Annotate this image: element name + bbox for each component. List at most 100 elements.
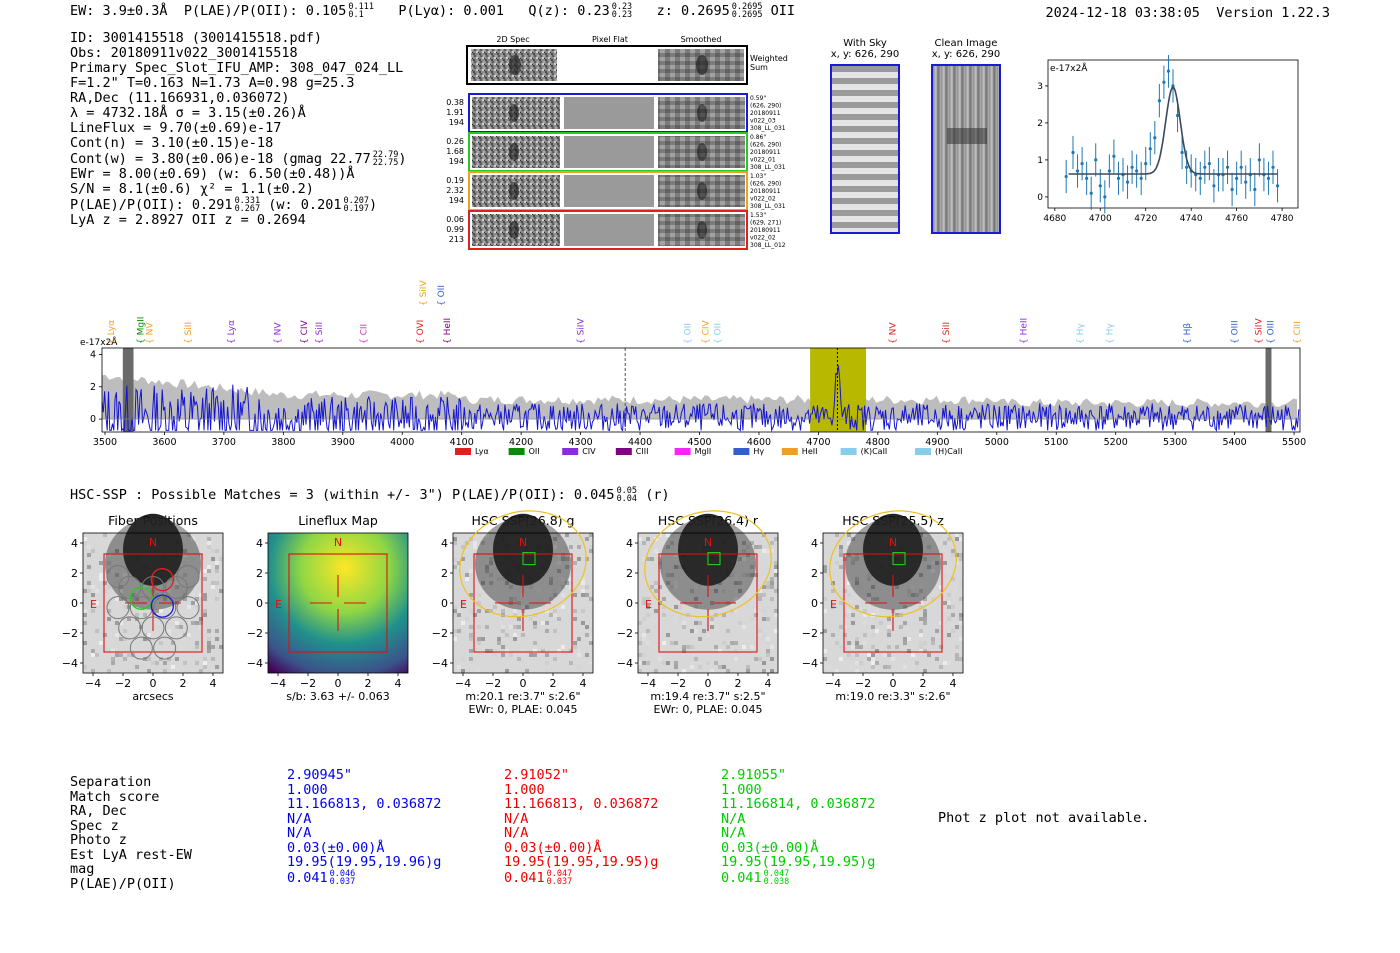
cutout-pixel [207, 537, 211, 541]
spec2d-row-feature [509, 104, 519, 122]
fiber-circle [153, 636, 177, 660]
spec2d-row-feature [509, 143, 519, 161]
spec2d-row-left-label: 194 [449, 157, 464, 166]
cutout-pixel [959, 621, 963, 625]
cutout-pixel [726, 629, 730, 633]
cutout-pixel [493, 569, 497, 573]
info-fline: F=1.2" T=0.163 N=1.73 A=0.98 g=25.3 [70, 75, 355, 91]
cutout-pixel [533, 653, 537, 657]
catalog-ellipse [459, 510, 587, 618]
cutout-pixel [674, 605, 678, 609]
cutout-pixel [533, 641, 537, 645]
fit-plot-frame [1047, 59, 1299, 209]
cutout-pixel [207, 637, 211, 641]
cutout-pixel [219, 629, 223, 633]
cutout-pixel [453, 629, 457, 633]
cutout-pixel [674, 545, 678, 549]
cutout-pixel [943, 541, 947, 545]
cutout-x-tick-label: −4 [825, 677, 841, 690]
spectrum-line-marker: { CIV [300, 319, 310, 344]
match-label: Separation [70, 774, 152, 790]
spectrum-legend-label: HeII [802, 447, 818, 456]
cutout-pixel [545, 629, 549, 633]
cutout-pixel [770, 585, 774, 589]
fit-data-point [1166, 69, 1171, 73]
cutout-pixel [481, 637, 485, 641]
cutout-pixel [823, 565, 827, 569]
cutout-pixel [754, 545, 758, 549]
cutout-pixel [722, 589, 726, 593]
cutout-pixel [589, 597, 593, 601]
cutout-pixel [855, 577, 859, 581]
cutout-pixel [545, 661, 549, 665]
cutout-pixel [654, 589, 658, 593]
cutout-pixel [951, 629, 955, 633]
cutout-pixel [95, 589, 99, 593]
cutout-pixel [91, 649, 95, 653]
cutout-pixel [887, 645, 891, 649]
spec2d-row-left-label: 0.19 [446, 176, 464, 185]
cutout-pixel [589, 661, 593, 665]
spectrum-x-tick-label: 4100 [450, 437, 474, 448]
spectrum-line-marker-label: { CII [360, 324, 370, 344]
fit-y-tick-label: 3 [1037, 82, 1043, 92]
spec2d-row-right-label: v022_03 [750, 118, 776, 125]
cutout-pixel [855, 653, 859, 657]
east-label: E [830, 598, 837, 611]
cutout-pixel [895, 585, 899, 589]
cutout-pixel [903, 605, 907, 609]
info-radec: RA,Dec (11.166931,0.036072) [70, 90, 290, 106]
north-label: N [704, 536, 712, 549]
match-plae-lo: 0.038 [763, 876, 790, 887]
cutout-x-tick-label: 4 [580, 677, 587, 690]
clean-image-image [931, 64, 1001, 234]
cutout-pixel [553, 613, 557, 617]
cutout-pixel [855, 669, 859, 673]
cutout-pixel [714, 645, 718, 649]
cutout-y-tick-label: 4 [71, 537, 78, 550]
cutout-pixel [770, 657, 774, 661]
cutout-pixel [521, 605, 525, 609]
cutout-pixel [867, 653, 871, 657]
cutout-pixel [955, 545, 959, 549]
cutout-pixel [175, 621, 179, 625]
cutout-x-tick-label: −4 [85, 677, 101, 690]
cutout-pixel [453, 537, 457, 541]
cutout-xlabel: arcsecs [132, 690, 174, 703]
cutout-pixel [911, 653, 915, 657]
cutout-pixel [191, 601, 195, 605]
match-value: 11.166813, 0.036872 [287, 796, 442, 812]
spectrum-line-marker-label: { SiII [184, 322, 194, 344]
cutout-pixel [762, 633, 766, 637]
spectrum-line-marker: { Hγ [1106, 323, 1116, 344]
cutout-pixel [111, 569, 115, 573]
cutout-pixel [927, 565, 931, 569]
cutout-pixel [211, 585, 215, 589]
cutout-pixel [135, 613, 139, 617]
spectrum-line-marker-label: { SiII [942, 322, 952, 344]
spectrum-line-marker-label: { OIII [1231, 320, 1241, 344]
cutout-pixel [509, 597, 513, 601]
cutout-pixel [742, 549, 746, 553]
spec2d-row-pixelflat [564, 97, 654, 129]
spec2d-row-left-label: 0.06 [446, 215, 464, 224]
cutout-y-tick-label: −4 [247, 657, 263, 670]
spectrum-flux-line [101, 365, 1300, 433]
cutout-pixel [638, 601, 642, 605]
cutout-pixel [207, 545, 211, 549]
cutout-pixel [754, 613, 758, 617]
cutout-pixel [493, 653, 497, 657]
cutout-pixel [662, 597, 666, 601]
cutout-pixel [710, 625, 714, 629]
fiber-circle [153, 596, 177, 620]
cutout-pixel [501, 629, 505, 633]
cutout-x-tick-label: −2 [300, 677, 316, 690]
cutout-pixel [203, 609, 207, 613]
cutout-pixel [762, 669, 766, 673]
cutout-pixel [107, 669, 111, 673]
match-value: 1.000 [721, 781, 762, 798]
fit-data-point [1098, 184, 1102, 188]
cutout-pixel [107, 649, 111, 653]
